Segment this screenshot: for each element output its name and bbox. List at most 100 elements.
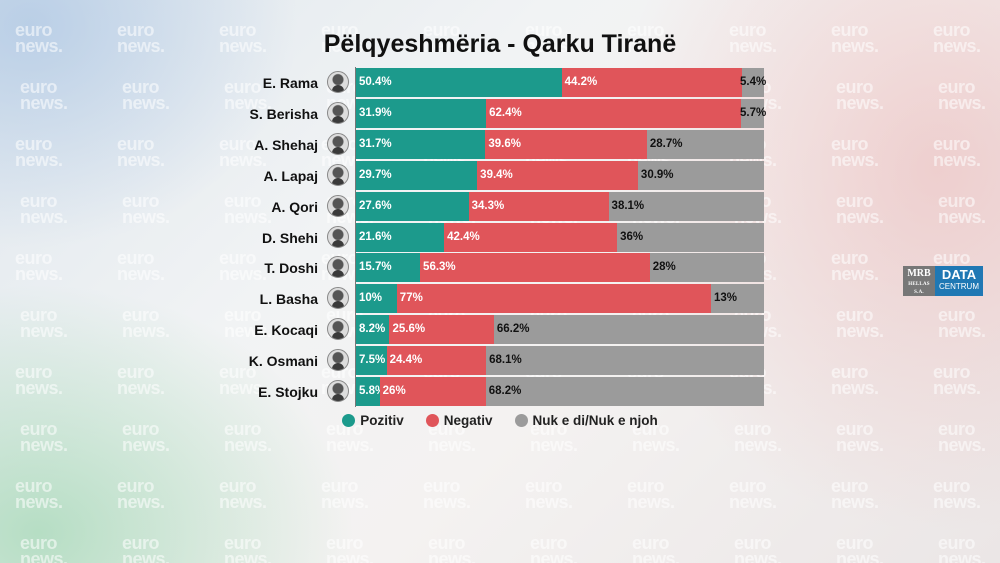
data-label-positive: 50.4% (359, 76, 392, 88)
category-label: L. Basha (259, 291, 318, 308)
bar-unknown (617, 222, 764, 252)
bar-positive (356, 68, 562, 97)
legend-label-negative: Negativ (443, 413, 493, 428)
data-label-unknown: 13% (713, 292, 737, 305)
data-label-unknown: 66.2% (496, 323, 530, 336)
data-label-negative: 42.4% (447, 230, 480, 243)
data-label-negative: 26% (382, 385, 406, 397)
data-label-positive: 27.6% (359, 199, 392, 212)
data-label-positive: 31.9% (359, 106, 392, 119)
mrb-logo-text: MRB (907, 268, 931, 279)
category-label: E. Kocaqi (254, 322, 318, 339)
bar-positive (356, 315, 390, 345)
data-label-positive: 7.5% (359, 354, 386, 367)
data-label-positive: 10% (359, 292, 383, 305)
person-avatar-icon (327, 256, 349, 279)
chart-legend: Pozitiv Negativ Nuk e di/Nuk e njoh (0, 413, 1000, 428)
bar-positive (356, 284, 397, 314)
bar-negative (396, 284, 711, 314)
data-label-unknown: 5.7% (740, 106, 767, 119)
legend-swatch-positive (342, 414, 356, 427)
person-avatar-icon (327, 101, 349, 124)
bar-negative (561, 68, 742, 97)
person-avatar-icon (327, 380, 349, 402)
bar-unknown (485, 377, 764, 406)
data-label-negative: 56.3% (423, 261, 456, 274)
person-avatar-icon (327, 71, 349, 93)
category-label: E. Stojku (258, 384, 318, 400)
data-label-positive: 15.7% (359, 261, 392, 274)
legend-item-negative: Negativ (425, 413, 493, 428)
mrb-logo-subtext: HELLAS S.A. (908, 282, 930, 295)
bar-positive (356, 160, 478, 190)
datacentrum-logo-subtext: CENTRUM (939, 282, 979, 291)
category-label: A. Qori (271, 198, 318, 215)
data-label-positive: 8.2% (359, 323, 386, 336)
data-label-negative: 25.6% (392, 323, 426, 336)
bar-positive (356, 346, 387, 376)
axis-line (355, 67, 356, 407)
bar-positive (356, 191, 469, 221)
bar-unknown (608, 191, 764, 221)
bar-negative (420, 253, 650, 283)
bar-negative (485, 129, 647, 159)
bar-positive (356, 253, 421, 283)
data-label-unknown: 36% (620, 230, 644, 243)
legend-item-unknown: Nuk e di/Nuk e njoh (514, 413, 658, 428)
bar-negative (379, 377, 486, 406)
data-label-negative: 77% (399, 292, 423, 305)
data-label-unknown: 28% (652, 261, 676, 274)
data-label-positive: 29.7% (359, 168, 392, 181)
data-label-positive: 31.7% (359, 137, 392, 150)
bar-positive (356, 377, 380, 406)
data-label-unknown: 68.2% (488, 385, 522, 397)
mrb-datacentrum-logo: MRB HELLAS S.A. DATA CENTRUM (903, 266, 983, 296)
category-label: S. Berisha (249, 105, 318, 122)
legend-item-positive: Pozitiv (342, 413, 404, 428)
category-label: E. Rama (262, 75, 318, 91)
bar-unknown (649, 253, 764, 283)
bar-unknown (637, 160, 764, 190)
datacentrum-logo: DATA CENTRUM (935, 266, 983, 296)
person-avatar-icon (327, 225, 349, 248)
data-label-positive: 5.8% (359, 385, 386, 397)
bar-unknown (646, 129, 764, 159)
category-label: K. Osmani (248, 353, 318, 370)
person-avatar-icon (327, 194, 349, 217)
bar-negative (468, 191, 609, 221)
background-blue-glow (0, 0, 300, 250)
data-label-negative: 24.4% (389, 354, 423, 367)
category-label: A. Shehaj (254, 136, 318, 153)
bar-unknown (493, 315, 764, 345)
bar-unknown (710, 284, 764, 314)
legend-swatch-negative (425, 414, 439, 427)
bar-positive (356, 129, 486, 159)
bar-unknown (740, 98, 764, 128)
data-label-negative: 39.6% (488, 137, 521, 150)
datacentrum-logo-text: DATA (941, 267, 977, 282)
bar-negative (389, 315, 494, 345)
bar-positive (356, 222, 445, 252)
bar-unknown (741, 68, 764, 97)
legend-label-unknown: Nuk e di/Nuk e njoh (532, 413, 658, 428)
bar-negative (444, 222, 618, 252)
data-label-negative: 34.3% (471, 199, 505, 212)
data-label-negative: 62.4% (489, 106, 522, 119)
data-label-unknown: 28.7% (649, 137, 683, 150)
data-label-unknown: 5.4% (740, 76, 767, 88)
bar-negative (477, 160, 638, 190)
chart-title: Pëlqyeshmëria - Qarku Tiranë (323, 30, 677, 58)
data-label-positive: 21.6% (359, 230, 392, 243)
data-label-unknown: 30.9% (640, 168, 674, 181)
data-label-unknown: 68.1% (489, 354, 522, 367)
mrb-logo: MRB HELLAS S.A. (903, 266, 935, 296)
bar-negative (386, 346, 487, 376)
category-label: A. Lapaj (263, 167, 318, 184)
bar-positive (356, 98, 487, 128)
legend-swatch-unknown (514, 414, 528, 427)
background-green-glow (0, 263, 380, 563)
bar-unknown (486, 346, 764, 376)
data-label-negative: 39.4% (480, 168, 513, 181)
person-avatar-icon (327, 163, 349, 186)
